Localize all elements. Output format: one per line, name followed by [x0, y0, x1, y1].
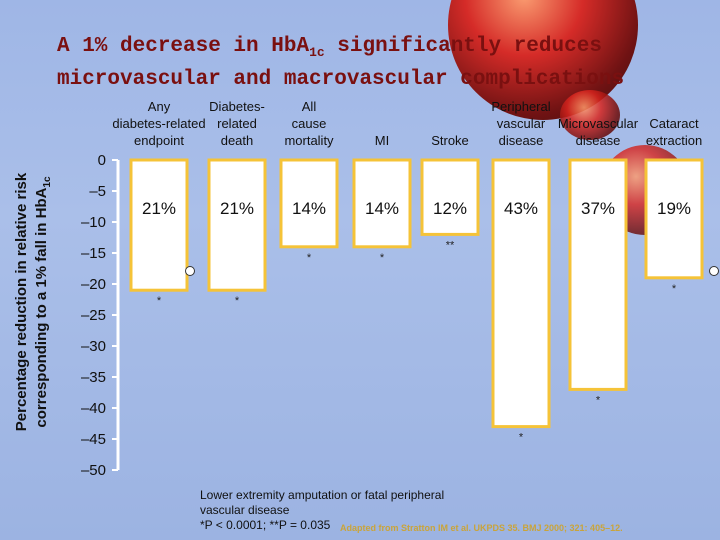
y-tick-label: –45	[81, 431, 106, 448]
category-label: endpoint	[134, 133, 184, 148]
category-label: MI	[375, 133, 389, 148]
bar	[279, 158, 339, 249]
bar-value-label: 21%	[220, 199, 254, 218]
y-tick-label: –30	[81, 338, 106, 355]
title-subscript: 1c	[309, 45, 325, 61]
category-label: death	[221, 133, 254, 148]
bar-value-label: 21%	[142, 199, 176, 218]
category-label: extraction	[646, 133, 702, 148]
bar	[129, 158, 189, 292]
slide-title: A 1% decrease in HbA1c significantly red…	[57, 33, 677, 93]
bar	[420, 158, 480, 236]
title-line1: A 1% decrease in HbA1c significantly red…	[57, 35, 602, 61]
slide-dot-marker	[709, 266, 719, 276]
bar-value-label: 14%	[292, 199, 326, 218]
category-label: disease	[499, 133, 544, 148]
category-label: mortality	[284, 133, 334, 148]
bar-value-label: 19%	[657, 199, 691, 218]
y-tick-label: –40	[81, 400, 106, 417]
category-label: diabetes-related	[112, 116, 205, 131]
significance-marker: *	[157, 295, 162, 307]
bar	[568, 158, 628, 391]
significance-marker: *	[235, 295, 240, 307]
y-tick-label: –5	[89, 183, 106, 200]
category-label: disease	[576, 133, 621, 148]
bar-value-label: 43%	[504, 199, 538, 218]
significance-marker: *	[380, 252, 385, 264]
y-tick-label: –25	[81, 307, 106, 324]
category-label: Stroke	[431, 133, 469, 148]
bar	[644, 158, 704, 280]
bar-value-label: 14%	[365, 199, 399, 218]
y-tick-label: –10	[81, 214, 106, 231]
y-tick-label: –35	[81, 369, 106, 386]
y-tick-label: –15	[81, 245, 106, 262]
category-label: Diabetes-	[209, 99, 265, 114]
bar-value-label: 37%	[581, 199, 615, 218]
y-tick-label: 0	[98, 152, 106, 169]
title-a: A	[296, 35, 310, 58]
category-label: Any	[148, 99, 171, 114]
category-label: related	[217, 116, 257, 131]
source-citation: Adapted from Stratton IM et al. UKPDS 35…	[340, 523, 623, 533]
significance-marker: *	[307, 252, 312, 264]
category-label: Microvascular	[558, 116, 639, 131]
y-tick-label: –50	[81, 462, 106, 479]
bar	[352, 158, 412, 249]
title-line2: microvascular and macrovascular complica…	[57, 68, 625, 92]
significance-marker: *	[519, 432, 524, 444]
category-label: All	[302, 99, 317, 114]
slide-dot-marker	[185, 266, 195, 276]
y-tick-label: –20	[81, 276, 106, 293]
significance-marker: *	[596, 394, 601, 406]
footnote: Lower extremity amputation or fatal peri…	[200, 488, 445, 532]
significance-marker: **	[446, 239, 455, 251]
bar	[207, 158, 267, 292]
category-label: Cataract	[649, 116, 699, 131]
bar-value-label: 12%	[433, 199, 467, 218]
decorative-orb	[560, 90, 620, 140]
category-label: cause	[292, 116, 327, 131]
category-label: Peripheral	[491, 99, 550, 114]
category-label: vascular	[497, 116, 546, 131]
significance-marker: *	[672, 283, 677, 295]
bar	[491, 158, 551, 429]
